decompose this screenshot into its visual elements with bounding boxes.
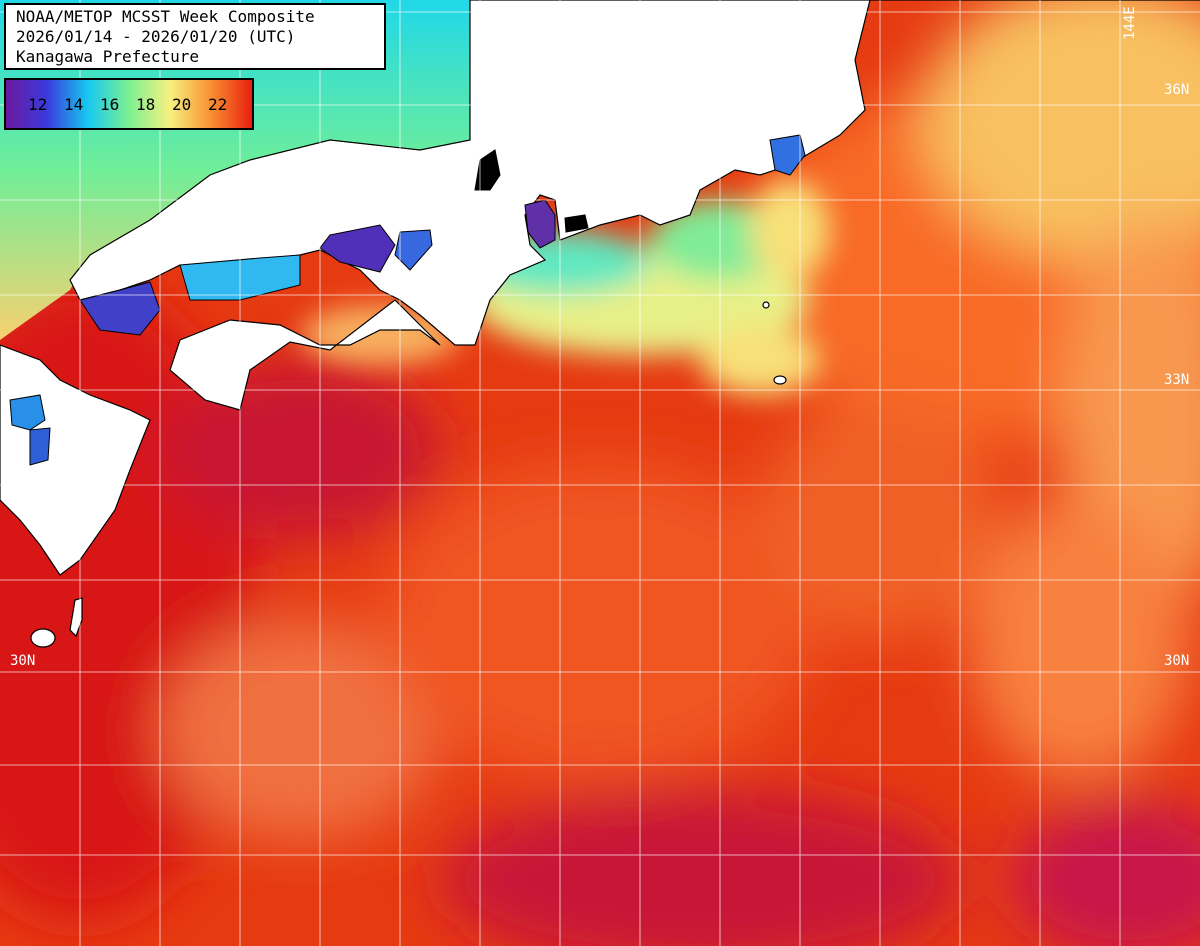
latitude-label-30n-left: 30N — [10, 653, 36, 669]
legend-tick: 18 — [136, 94, 156, 114]
legend-tick: 20 — [172, 94, 192, 114]
latitude-label-33n-right: 33N — [1164, 372, 1190, 388]
latitude-label-36n: 36N — [1164, 82, 1190, 98]
map-title: NOAA/METOP MCSST Week Composite — [16, 7, 315, 26]
legend-tick: 14 — [64, 94, 84, 114]
longitude-label-144e: 144E — [1122, 6, 1138, 40]
title-box: NOAA/METOP MCSST Week Composite 2026/01/… — [4, 3, 386, 70]
region-name: Kanagawa Prefecture — [16, 47, 200, 66]
temperature-colorbar: 12 14 16 18 20 22 — [4, 78, 254, 130]
longitude-label-136e: 136E — [482, 6, 498, 40]
legend-tick: 16 — [100, 94, 120, 114]
latitude-label-33-left: 33 — [10, 372, 27, 388]
legend-tick: 12 — [28, 94, 48, 114]
legend-tick: 22 — [208, 94, 228, 114]
latitude-label-30n-right: 30N — [1164, 653, 1190, 669]
date-range: 2026/01/14 - 2026/01/20 (UTC) — [16, 27, 296, 46]
